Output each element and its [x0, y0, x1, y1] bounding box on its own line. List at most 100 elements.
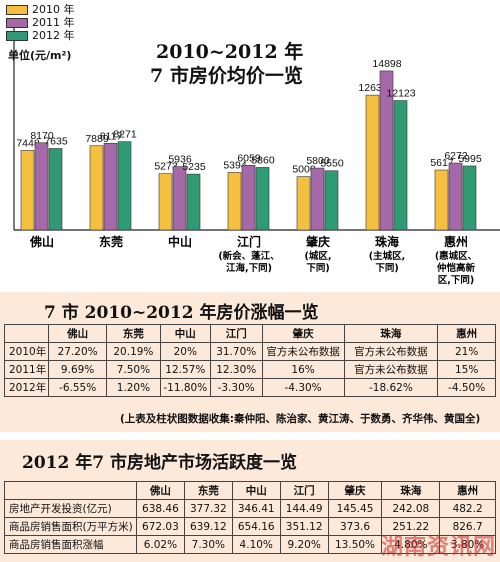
market-activity-table: 佛山 东莞 中山 江门 肇庆 珠海 惠州 房地产开发投资(亿元) 638.46 377.32 346… — [4, 481, 496, 554]
growth-cell: 肇庆 — [261, 324, 345, 343]
growth-row-label: 2011年 — [3, 360, 50, 379]
activity-cell: 672.03 — [135, 517, 185, 536]
activity-cell: 佛山 — [135, 481, 185, 500]
growth-header-row: 佛山 东莞 中山 江门 肇庆 珠海 惠州 — [3, 324, 496, 343]
legend-label-2012: 2012 年 — [32, 29, 75, 42]
growth-cell: -18.62% — [343, 378, 439, 397]
bar-value-label: 7889 — [85, 133, 109, 145]
activity-cell: 654.16 — [231, 517, 281, 536]
legend-label-2011: 2011 年 — [32, 16, 75, 29]
x-tick-label: 佛山 — [29, 234, 54, 249]
x-tick-label: 珠海 — [375, 234, 399, 249]
bar-中山-2012年 — [186, 173, 201, 231]
bar-珠海-2012年 — [393, 100, 408, 231]
activity-cell: 6.02% — [135, 535, 185, 554]
activity-cell: 377.32 — [183, 499, 233, 518]
bar-肇庆-2010年 — [296, 176, 311, 231]
x-tick-note: (新会、蓬江、 — [218, 250, 279, 262]
growth-cell: 佛山 — [48, 324, 107, 343]
x-tick-note: (惠城区、 — [435, 250, 477, 262]
bar-东莞-2012年 — [117, 141, 132, 231]
bar-中山-2010年 — [158, 173, 173, 231]
growth-cell: -4.30% — [261, 378, 345, 397]
growth-cell: 7.50% — [105, 360, 161, 379]
legend-swatch-2012 — [6, 30, 28, 41]
x-tick-note: 下同) — [375, 263, 398, 274]
activity-cell: 373.6 — [327, 517, 383, 536]
activity-cell: 惠州 — [439, 481, 496, 500]
bar-value-label: 7635 — [44, 135, 68, 147]
x-tick-note: 下同) — [306, 263, 329, 274]
growth-cell: 官方未公布数据 — [343, 360, 439, 379]
growth-cell: 20% — [159, 342, 211, 361]
x-tick-label: 东莞 — [99, 234, 123, 249]
activity-cell: 7.30% — [183, 535, 233, 554]
bar-佛山-2011年 — [34, 142, 49, 231]
legend-label-2010: 2010 年 — [32, 3, 75, 16]
growth-cell: -3.30% — [209, 378, 263, 397]
market-activity-title: 2012 年7 市房地产市场活跃度一览 — [22, 453, 297, 473]
growth-cell: 惠州 — [437, 324, 496, 343]
chart-legend: 2010 年 2011 年 2012 年 — [6, 3, 75, 42]
chart-title-line-2: 7 市房价均价一览 — [150, 65, 303, 87]
x-tick-note: 区,下同) — [438, 275, 474, 286]
activity-cell: 江门 — [279, 481, 329, 500]
price-growth-title: 7 市 2010~2012 年房价涨幅一览 — [44, 303, 319, 323]
legend-item-2012: 2012 年 — [6, 29, 75, 42]
activity-cell: 中山 — [231, 481, 281, 500]
bar-value-label: 5860 — [251, 154, 275, 166]
bar-肇庆-2012年 — [324, 170, 339, 231]
bar-value-label: 14898 — [372, 58, 401, 70]
legend-item-2010: 2010 年 — [6, 3, 75, 16]
activity-cell: 242.08 — [381, 499, 441, 518]
growth-row-label — [3, 324, 50, 343]
activity-cell: 珠海 — [381, 481, 441, 500]
growth-cell: 21% — [437, 342, 496, 361]
activity-row-label: 商品房销售面积(万平方米) — [4, 517, 137, 536]
chart-title-line-1: 2010~2012 年 — [156, 41, 304, 63]
x-tick-note: (城区, — [305, 250, 332, 262]
bar-chart-area: 7448 8170 7635 佛山 7889 8117 8271 东莞 5273 5936 5235… — [6, 3, 500, 286]
growth-row-label: 2012年 — [3, 378, 50, 397]
bar-肇庆-2011年 — [310, 167, 325, 231]
activity-cell: 肇庆 — [327, 481, 383, 500]
activity-row-label: 房地产开发投资(亿元) — [4, 499, 137, 518]
activity-cell: 638.46 — [135, 499, 185, 518]
activity-cell: 145.45 — [327, 499, 383, 518]
table-row: 2012年 -6.55% 1.20% -11.80% -3.30% -4.30% -18.6… — [3, 378, 496, 397]
price-growth-table: 佛山 东莞 中山 江门 肇庆 珠海 惠州 2010年 27.20% 20.19% 20% 31.70%… — [3, 324, 496, 397]
growth-cell: 珠海 — [343, 324, 439, 343]
activity-cell: 346.41 — [231, 499, 281, 518]
bar-value-label: 7448 — [16, 137, 40, 149]
growth-cell: 9.69% — [48, 360, 107, 379]
growth-cell: 27.20% — [48, 342, 107, 361]
bar-value-label: 5000 — [292, 164, 316, 176]
activity-cell: 9.20% — [279, 535, 329, 554]
growth-cell: 31.70% — [209, 342, 263, 361]
price-growth-panel: 7 市 2010~2012 年房价涨幅一览 佛山 东莞 中山 江门 肇庆 珠海 惠州 2010… — [0, 292, 500, 432]
bar-value-label: 6272 — [444, 150, 468, 162]
x-tick-label: 中山 — [168, 234, 192, 249]
market-activity-panel: 2012 年7 市房地产市场活跃度一览 佛山 东莞 中山 江门 肇庆 珠海 惠州 房地产开发投… — [0, 440, 500, 562]
activity-cell: 4.80% — [381, 535, 441, 554]
bar-value-label: 5550 — [320, 158, 344, 170]
x-tick-note: 仲恺高新 — [437, 262, 476, 274]
x-tick-note: 江海,下同) — [226, 262, 272, 274]
activity-cell: 3.80% — [439, 535, 496, 554]
growth-cell: 15% — [437, 360, 496, 379]
bar-value-label: 5995 — [458, 153, 482, 165]
activity-header-row: 佛山 东莞 中山 江门 肇庆 珠海 惠州 — [4, 481, 496, 500]
activity-cell: 东莞 — [183, 481, 233, 500]
activity-cell: 13.50% — [327, 535, 383, 554]
x-tick-label: 江门 — [237, 234, 261, 249]
bar-珠海-2010年 — [365, 94, 380, 231]
bar-中山-2011年 — [172, 166, 187, 231]
growth-cell: -4.50% — [437, 378, 496, 397]
activity-cell: 639.12 — [183, 517, 233, 536]
bar-江门-2011年 — [241, 165, 256, 231]
bar-惠州-2012年 — [462, 165, 477, 231]
growth-cell: -11.80% — [159, 378, 211, 397]
bar-value-label: 5800 — [306, 155, 330, 167]
bar-value-label: 12123 — [386, 88, 415, 100]
growth-row-label: 2010年 — [3, 342, 50, 361]
